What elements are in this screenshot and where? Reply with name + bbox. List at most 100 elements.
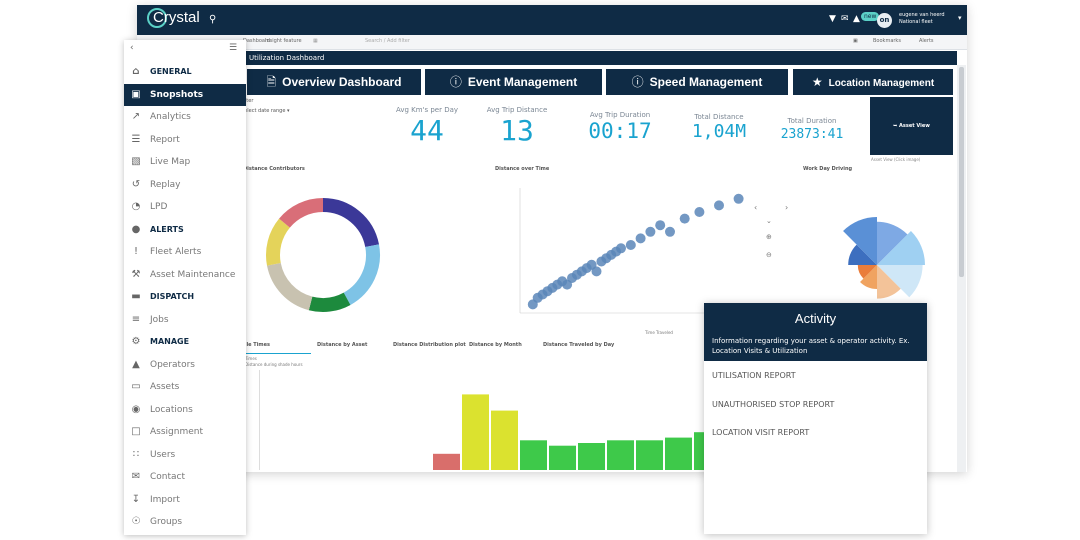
sidebar-item-live-map[interactable]: ▧ Live Map [124,151,246,173]
kpi-value: 00:17 [588,119,652,143]
new-badge: new [861,12,880,21]
sidebar-item-general[interactable]: ⌂ GENERAL [124,61,246,83]
chevron-right-icon[interactable]: › [785,203,789,212]
avatar[interactable]: on [877,13,892,28]
sidebar-item-lpd[interactable]: ◔ LPD [124,196,246,218]
sidebar-item-manage[interactable]: ⚙ MANAGE [124,331,246,353]
scatter-point [655,220,666,231]
active-tab-indicator [241,353,311,354]
asset-view-button[interactable]: ➥ Asset View [870,97,953,155]
tab-distance-by-month[interactable]: Distance by Month [469,342,522,348]
unauthorised-stop-report-link[interactable]: UNAUTHORISED STOP REPORT [712,400,835,409]
sidebar-item-label: Assignment [150,427,203,437]
menu-icon[interactable]: ☰ [229,43,238,53]
sidebar-item-locations[interactable]: ◉ Locations [124,399,246,421]
analytics-icon: ↗ [131,111,141,122]
tab-overview-dashboard[interactable]: 🗎 Overview Dashboard [247,69,421,95]
sidebar-item-operators[interactable]: ▲ Operators [124,354,246,376]
grid-icon[interactable]: ▦ [313,38,318,44]
kpi-avg-trip-duration: Avg Trip Duration 00:17 [575,111,665,143]
sidebar-item-groups[interactable]: ☉ Groups [124,511,246,533]
app-window: Crystal ⚲ ▼ ✉ ▲ new on eugene van heerd … [137,5,967,472]
sidebar-item-assignment[interactable]: □ Assignment [124,421,246,443]
tab-label: Location Management [828,78,935,89]
tab-speed-management[interactable]: ⓘ Speed Management [606,69,788,95]
toolbar-tab-dashboard[interactable]: Dashboard [243,38,271,44]
scatter-point [733,193,744,204]
assignment-icon: □ [131,426,141,437]
donut-slice [266,218,291,266]
kpi-label: Avg Trip Distance [486,106,548,114]
scatter-point [625,240,636,250]
chevron-left-icon[interactable]: ‹ [754,203,758,212]
tab-distance-by-asset[interactable]: Distance by Asset [317,342,368,348]
toolbar: Dashboard Insight feature ▦ Search / Add… [137,35,967,50]
utilisation-report-link[interactable]: UTILISATION REPORT [712,371,796,380]
search-icon[interactable]: ⚲ [209,14,217,25]
tab-distance-by-day[interactable]: Distance Traveled by Day [543,342,615,348]
sidebar-item-fleet-alerts[interactable]: ! Fleet Alerts [124,241,246,263]
zoom-in-icon[interactable]: ⊕ [766,233,772,241]
sidebar-item-label: ALERTS [150,224,184,234]
user-name[interactable]: eugene van heerd National fleet [899,12,945,26]
sidebar-item-import[interactable]: ↧ Import [124,489,246,511]
kpi-label: Avg Km's per Day [395,106,459,114]
alerts-menu[interactable]: Alerts [919,38,934,44]
sidebar-item-label: Asset Maintenance [150,269,236,280]
filter-label: Filter [241,98,254,104]
sidebar-item-label: MANAGE [150,337,190,346]
sidebar-item-users[interactable]: ∷ Users [124,444,246,466]
import-icon: ↧ [131,493,141,505]
filter-icon[interactable]: ▼ [829,14,836,24]
chat-icon[interactable]: ✉ [841,14,849,24]
activity-description: Information regarding your asset & opera… [712,337,910,355]
tab-label: Event Management [467,75,578,89]
tab-event-management[interactable]: ⓘ Event Management [425,69,602,95]
donut-slice [267,262,313,311]
date-range-select[interactable]: Select date range ▾ [241,108,290,114]
sidebar-item-jobs[interactable]: ≡ Jobs [124,309,246,331]
chevron-down-icon[interactable]: ▾ [958,14,962,22]
zoom-out-icon[interactable]: ⊖ [766,251,772,259]
sidebar-item-contact[interactable]: ✉ Contact [124,466,246,488]
scatter-point [679,213,690,224]
sidebar-item-label: Import [150,494,180,505]
bookmarks-menu[interactable]: Bookmarks [873,38,901,44]
sidebar-item-dispatch[interactable]: ▬ DISPATCH [124,286,246,308]
location-visit-report-link[interactable]: LOCATION VISIT REPORT [712,428,810,437]
sidebar-item-report[interactable]: ☰ Report [124,129,246,151]
chevron-down-icon[interactable]: ⌄ [766,217,772,225]
toolbar-tab-insight[interactable]: Insight feature [265,38,302,44]
bookmark-icon[interactable]: ▣ [853,38,858,44]
scatter-chart [519,188,770,314]
kpi-total-duration: Total Duration 23873:41 [767,117,857,142]
tab-distance-distribution[interactable]: Distance Distribution plot [393,342,466,348]
bar [636,440,663,470]
donut-slice [343,244,380,305]
sidebar-item-snopshots[interactable]: ▣ Snopshots [124,83,246,106]
activity-panel: Activity Information regarding your asse… [704,303,927,534]
radial-chart [843,217,925,299]
logo[interactable]: Crystal [147,8,200,28]
sidebar-item-replay[interactable]: ↺ Replay [124,174,246,196]
scrollbar-thumb[interactable] [959,67,964,277]
tab-location-management[interactable]: ★ Location Management [793,69,953,95]
kpi-avg-km-per-day: Avg Km's per Day 44 [382,106,472,147]
sidebar-item-asset-maintenance[interactable]: ⚒ Asset Maintenance [124,264,246,286]
date-range-value: Select date range [241,108,286,114]
sidebar-item-assets[interactable]: ▭ Assets [124,376,246,398]
bar-chart [433,394,733,470]
tab-idle-times[interactable]: Idle Times [241,342,270,348]
sidebar-item-label: LPD [150,202,168,212]
scatter-points [527,193,744,310]
chevron-left-icon[interactable]: ‹ [130,43,134,53]
bell-icon[interactable]: ▲ [853,14,860,24]
sidebar-item-analytics[interactable]: ↗ Analytics [124,106,246,128]
radial-segment [877,221,908,265]
radial-segment [877,265,923,298]
sidebar-item-alerts[interactable]: ● ALERTS [124,219,246,241]
sidebar-item-label: Contact [150,472,186,482]
users-icon: ∷ [132,448,140,460]
image-icon: ▣ [131,88,141,100]
toolbar-search-input[interactable]: Search / Add filter [365,38,410,44]
